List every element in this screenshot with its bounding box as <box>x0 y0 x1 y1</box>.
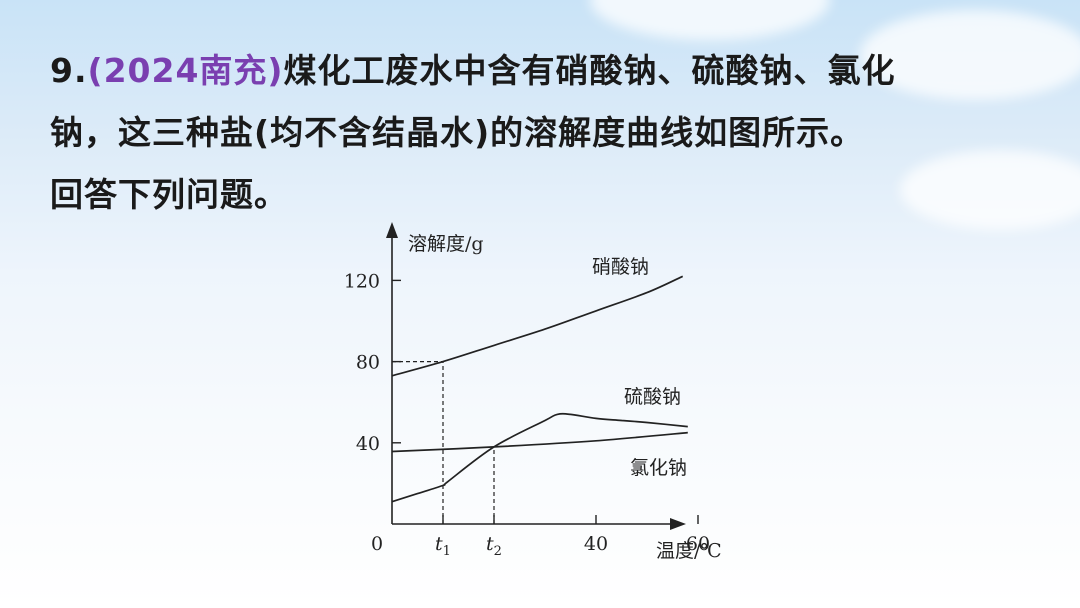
x-axis-label: 温度/℃ <box>656 540 722 562</box>
y-axis-label: 溶解度/g <box>408 233 484 255</box>
series-sodium-nitrate-line <box>391 275 684 377</box>
x-axis-arrow <box>670 518 686 530</box>
origin-label: 0 <box>371 533 383 555</box>
series-sodium-sulfate-label: 硫酸钠 <box>624 386 681 408</box>
y-tick-label: 80 <box>356 352 380 374</box>
series-sodium-sulfate-line <box>391 412 688 503</box>
y-tick-label: 120 <box>344 270 380 292</box>
x-tick-label: 40 <box>584 533 608 555</box>
question-text-line-3: 回答下列问题。 <box>50 175 288 214</box>
y-tick-label: 40 <box>356 433 380 455</box>
x-tick-label: 60 <box>686 533 710 555</box>
cloud-decoration <box>900 150 1080 230</box>
x-tick-label: t2 <box>486 533 502 559</box>
x-tick-label: t1 <box>435 533 451 559</box>
question-number: 9. <box>50 51 88 90</box>
question-line-1: 9.(2024南充)煤化工废水中含有硝酸钠、硫酸钠、氯化 <box>50 40 1040 102</box>
series-sodium-chloride-line <box>391 431 688 453</box>
question-text: 9.(2024南充)煤化工废水中含有硝酸钠、硫酸钠、氯化 钠，这三种盐(均不含结… <box>50 40 1040 226</box>
series-sodium-chloride-label: 氯化钠 <box>630 457 687 479</box>
question-text-line-1: 煤化工废水中含有硝酸钠、硫酸钠、氯化 <box>283 51 896 90</box>
question-text-line-2: 钠，这三种盐(均不含结晶水)的溶解度曲线如图所示。 <box>50 113 865 152</box>
cloud-decoration <box>860 10 1080 100</box>
series-sodium-nitrate-label: 硝酸钠 <box>592 256 649 278</box>
y-axis-arrow <box>386 222 398 238</box>
question-source: (2024南充) <box>87 51 284 90</box>
